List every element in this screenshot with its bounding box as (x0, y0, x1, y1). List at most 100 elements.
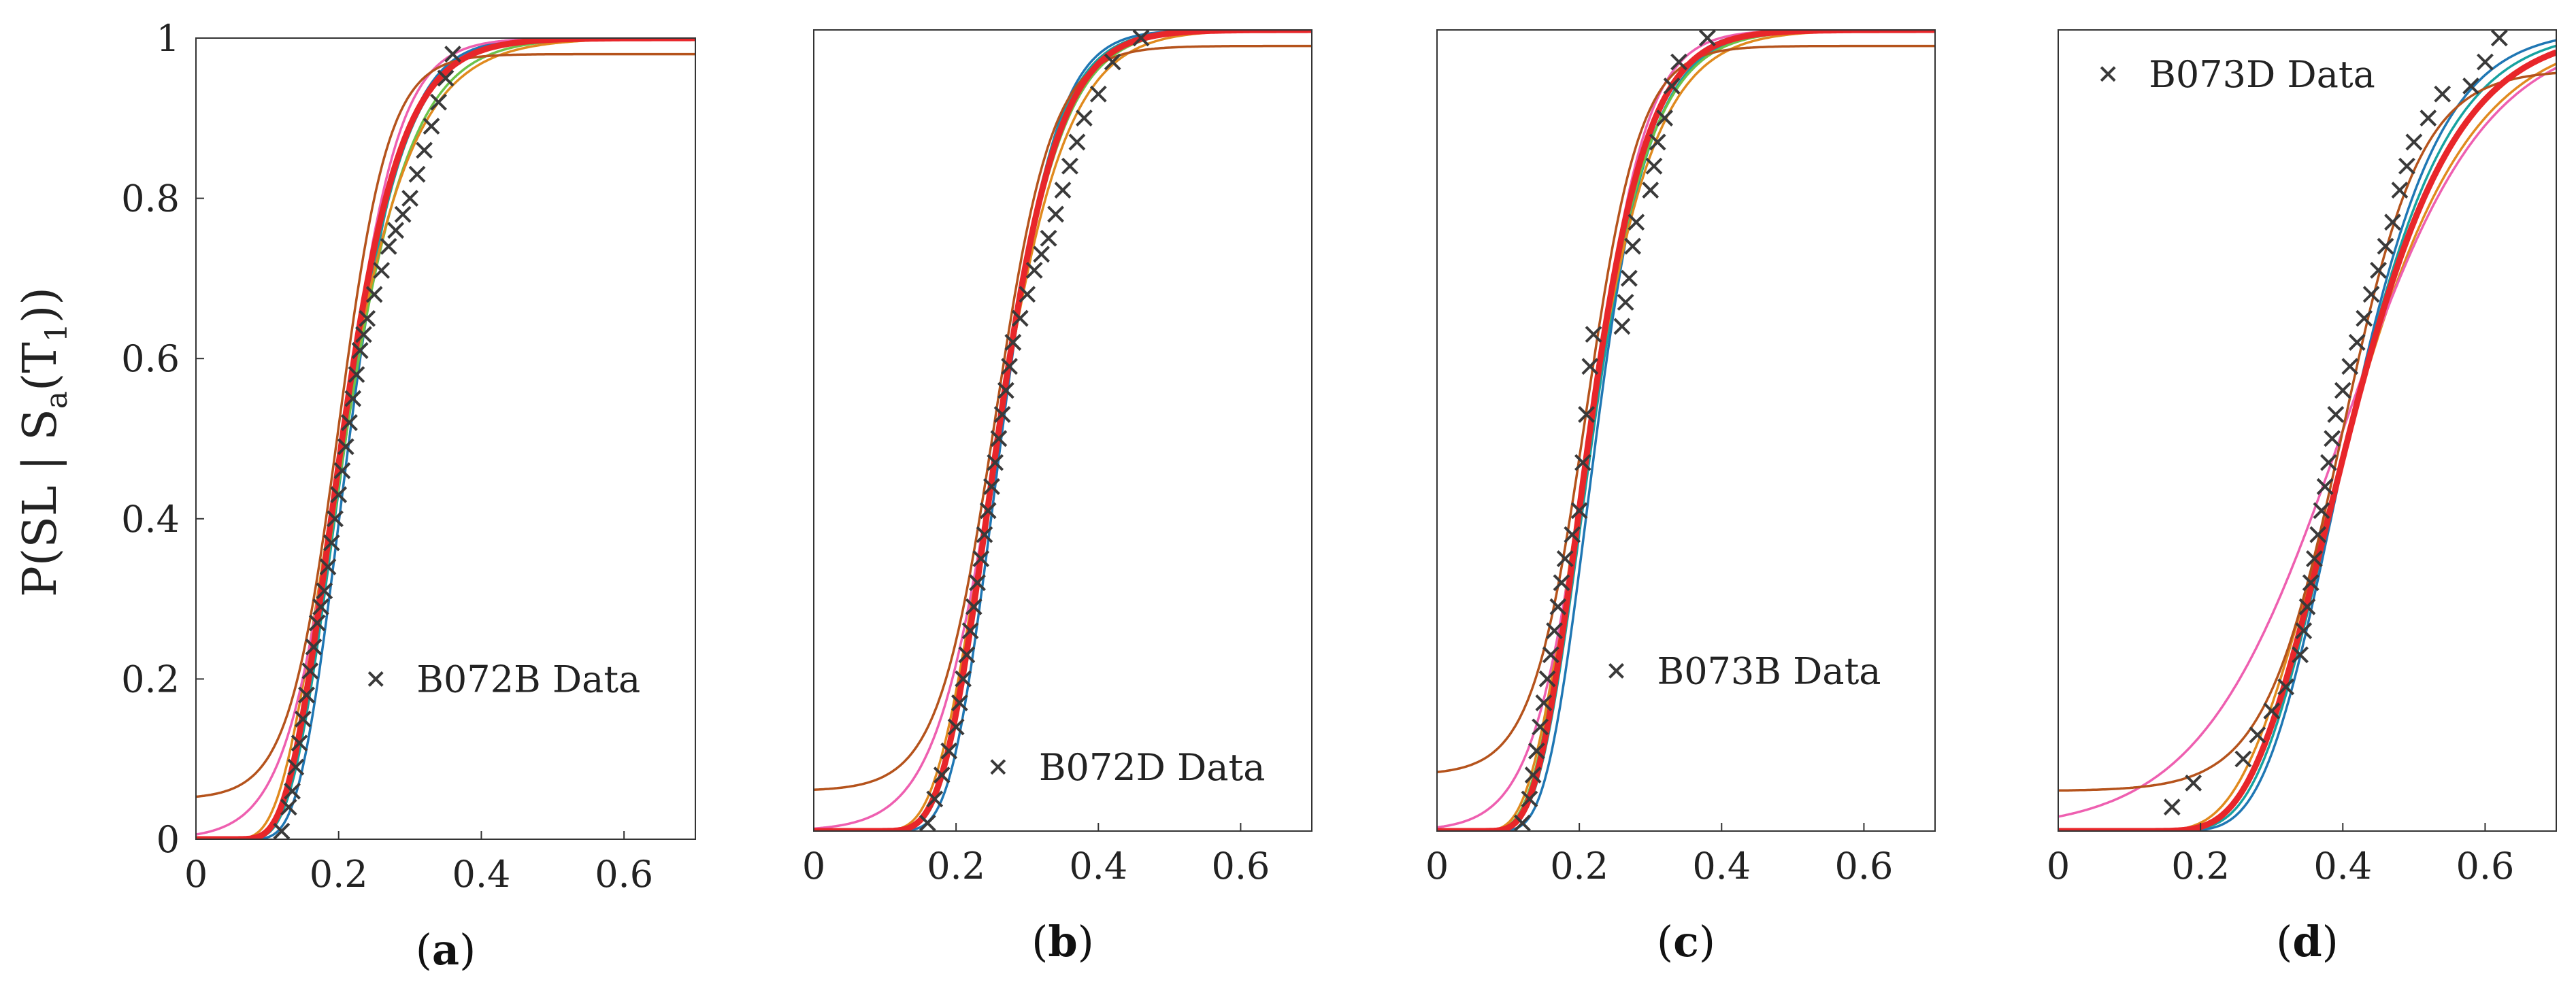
data-point (979, 502, 997, 520)
fit-curve-pink (2058, 67, 2556, 818)
data-point (1068, 133, 1086, 151)
y-tick-label: 0.4 (121, 498, 180, 541)
x-tick-label: 0.4 (1069, 845, 1127, 888)
data-point (437, 69, 455, 87)
data-point (965, 598, 982, 615)
data-point (1075, 109, 1093, 126)
data-point (319, 558, 337, 575)
fit-curve-brown (2058, 71, 2556, 792)
data-point (1574, 454, 1591, 471)
data-point (1047, 205, 1064, 223)
y-tick-label: 0.6 (121, 337, 180, 380)
data-point (408, 165, 426, 183)
panel-b: 0 0.2 0.4 0.6 B072D Data (b) (802, 29, 1312, 966)
data-point (961, 622, 979, 639)
data-point (947, 718, 965, 736)
data-point (1542, 646, 1559, 664)
fit-curve-green (1437, 30, 1935, 831)
data-point (1514, 814, 1531, 832)
data-point (2298, 598, 2316, 615)
data-point (1581, 358, 1599, 375)
data-point (1620, 269, 1638, 287)
y-tick-label: 0 (156, 818, 180, 861)
data-point (997, 382, 1014, 399)
data-point (2341, 358, 2359, 375)
data-point (2319, 454, 2337, 471)
data-point (1556, 550, 1574, 567)
data-point (2327, 406, 2345, 423)
data-point (2309, 526, 2327, 543)
fit-curve-blue (196, 38, 695, 839)
data-point (1004, 334, 1022, 351)
data-point (1570, 502, 1588, 520)
data-markers (1514, 29, 1716, 832)
data-point (987, 454, 1004, 471)
data-point (323, 534, 340, 552)
data-point (2391, 182, 2409, 199)
data-point (2263, 702, 2281, 720)
panel-label: (a) (416, 925, 476, 975)
data-point (416, 141, 433, 159)
fit-curve-pink (1437, 30, 1935, 829)
x-tick-label: 0.4 (2313, 845, 2372, 888)
legend-marker (2100, 66, 2116, 82)
data-point (365, 286, 383, 303)
data-point (2434, 85, 2451, 103)
data-point (354, 326, 372, 343)
x-tick-label: 0.6 (2456, 845, 2514, 888)
data-point (344, 390, 362, 407)
x-tick-label: 0.6 (1211, 845, 1270, 888)
panel-label: (d) (2276, 917, 2339, 966)
data-point (444, 46, 461, 63)
data-point (990, 430, 1008, 447)
legend-label: B073D Data (2149, 53, 2375, 96)
x-tick-label: 0.2 (2171, 845, 2230, 888)
data-point (2302, 574, 2319, 592)
data-point (287, 758, 305, 776)
data-point (1549, 598, 1567, 615)
data-point (294, 710, 312, 728)
data-point (380, 237, 397, 255)
legend-marker (367, 671, 384, 687)
panel-d: 0 0.2 0.4 0.6 B073D Data (d) (2047, 29, 2557, 966)
data-point (1040, 229, 1057, 247)
data-markers (273, 46, 461, 840)
data-point (423, 118, 440, 135)
data-point (958, 646, 976, 664)
data-point (1656, 109, 1674, 126)
fit-curve-orange (2058, 63, 2556, 831)
plot-frame (1436, 29, 1936, 832)
data-point (951, 694, 968, 711)
x-tick-label: 0.2 (1550, 845, 1608, 888)
data-point (1645, 157, 1663, 175)
data-point (983, 478, 1000, 495)
panels: 0 0.2 0.4 0.6 0 0.2 0.4 0.6 0.8 1 B072B Data (a) 0 0.… (121, 17, 2557, 975)
fit-curve-blue (2058, 39, 2556, 831)
legend-marker (1608, 662, 1624, 679)
data-point (1578, 406, 1596, 423)
data-point (373, 262, 391, 280)
fit-curve-blue (1437, 30, 1935, 831)
data-point (933, 766, 951, 783)
data-point (2234, 750, 2252, 768)
data-point (1546, 622, 1563, 639)
data-point (327, 510, 344, 528)
data-point (1054, 182, 1072, 199)
data-point (305, 638, 323, 656)
x-tick-label: 0 (184, 853, 208, 896)
data-point (2398, 157, 2415, 175)
panel-label: (b) (1031, 917, 1094, 966)
data-point (1585, 326, 1602, 343)
fit-curve-orange (196, 38, 695, 839)
fit-curves (814, 30, 1312, 831)
data-point (2306, 550, 2323, 567)
data-point (2362, 286, 2380, 303)
data-point (1564, 526, 1581, 543)
data-point (1624, 237, 1641, 255)
panel-c: 0 0.2 0.4 0.6 B073B Data (c) (1425, 29, 1936, 966)
data-point (1535, 694, 1553, 711)
data-point (1663, 78, 1681, 95)
data-point (330, 486, 348, 503)
fit-curve-blue (814, 30, 1312, 831)
